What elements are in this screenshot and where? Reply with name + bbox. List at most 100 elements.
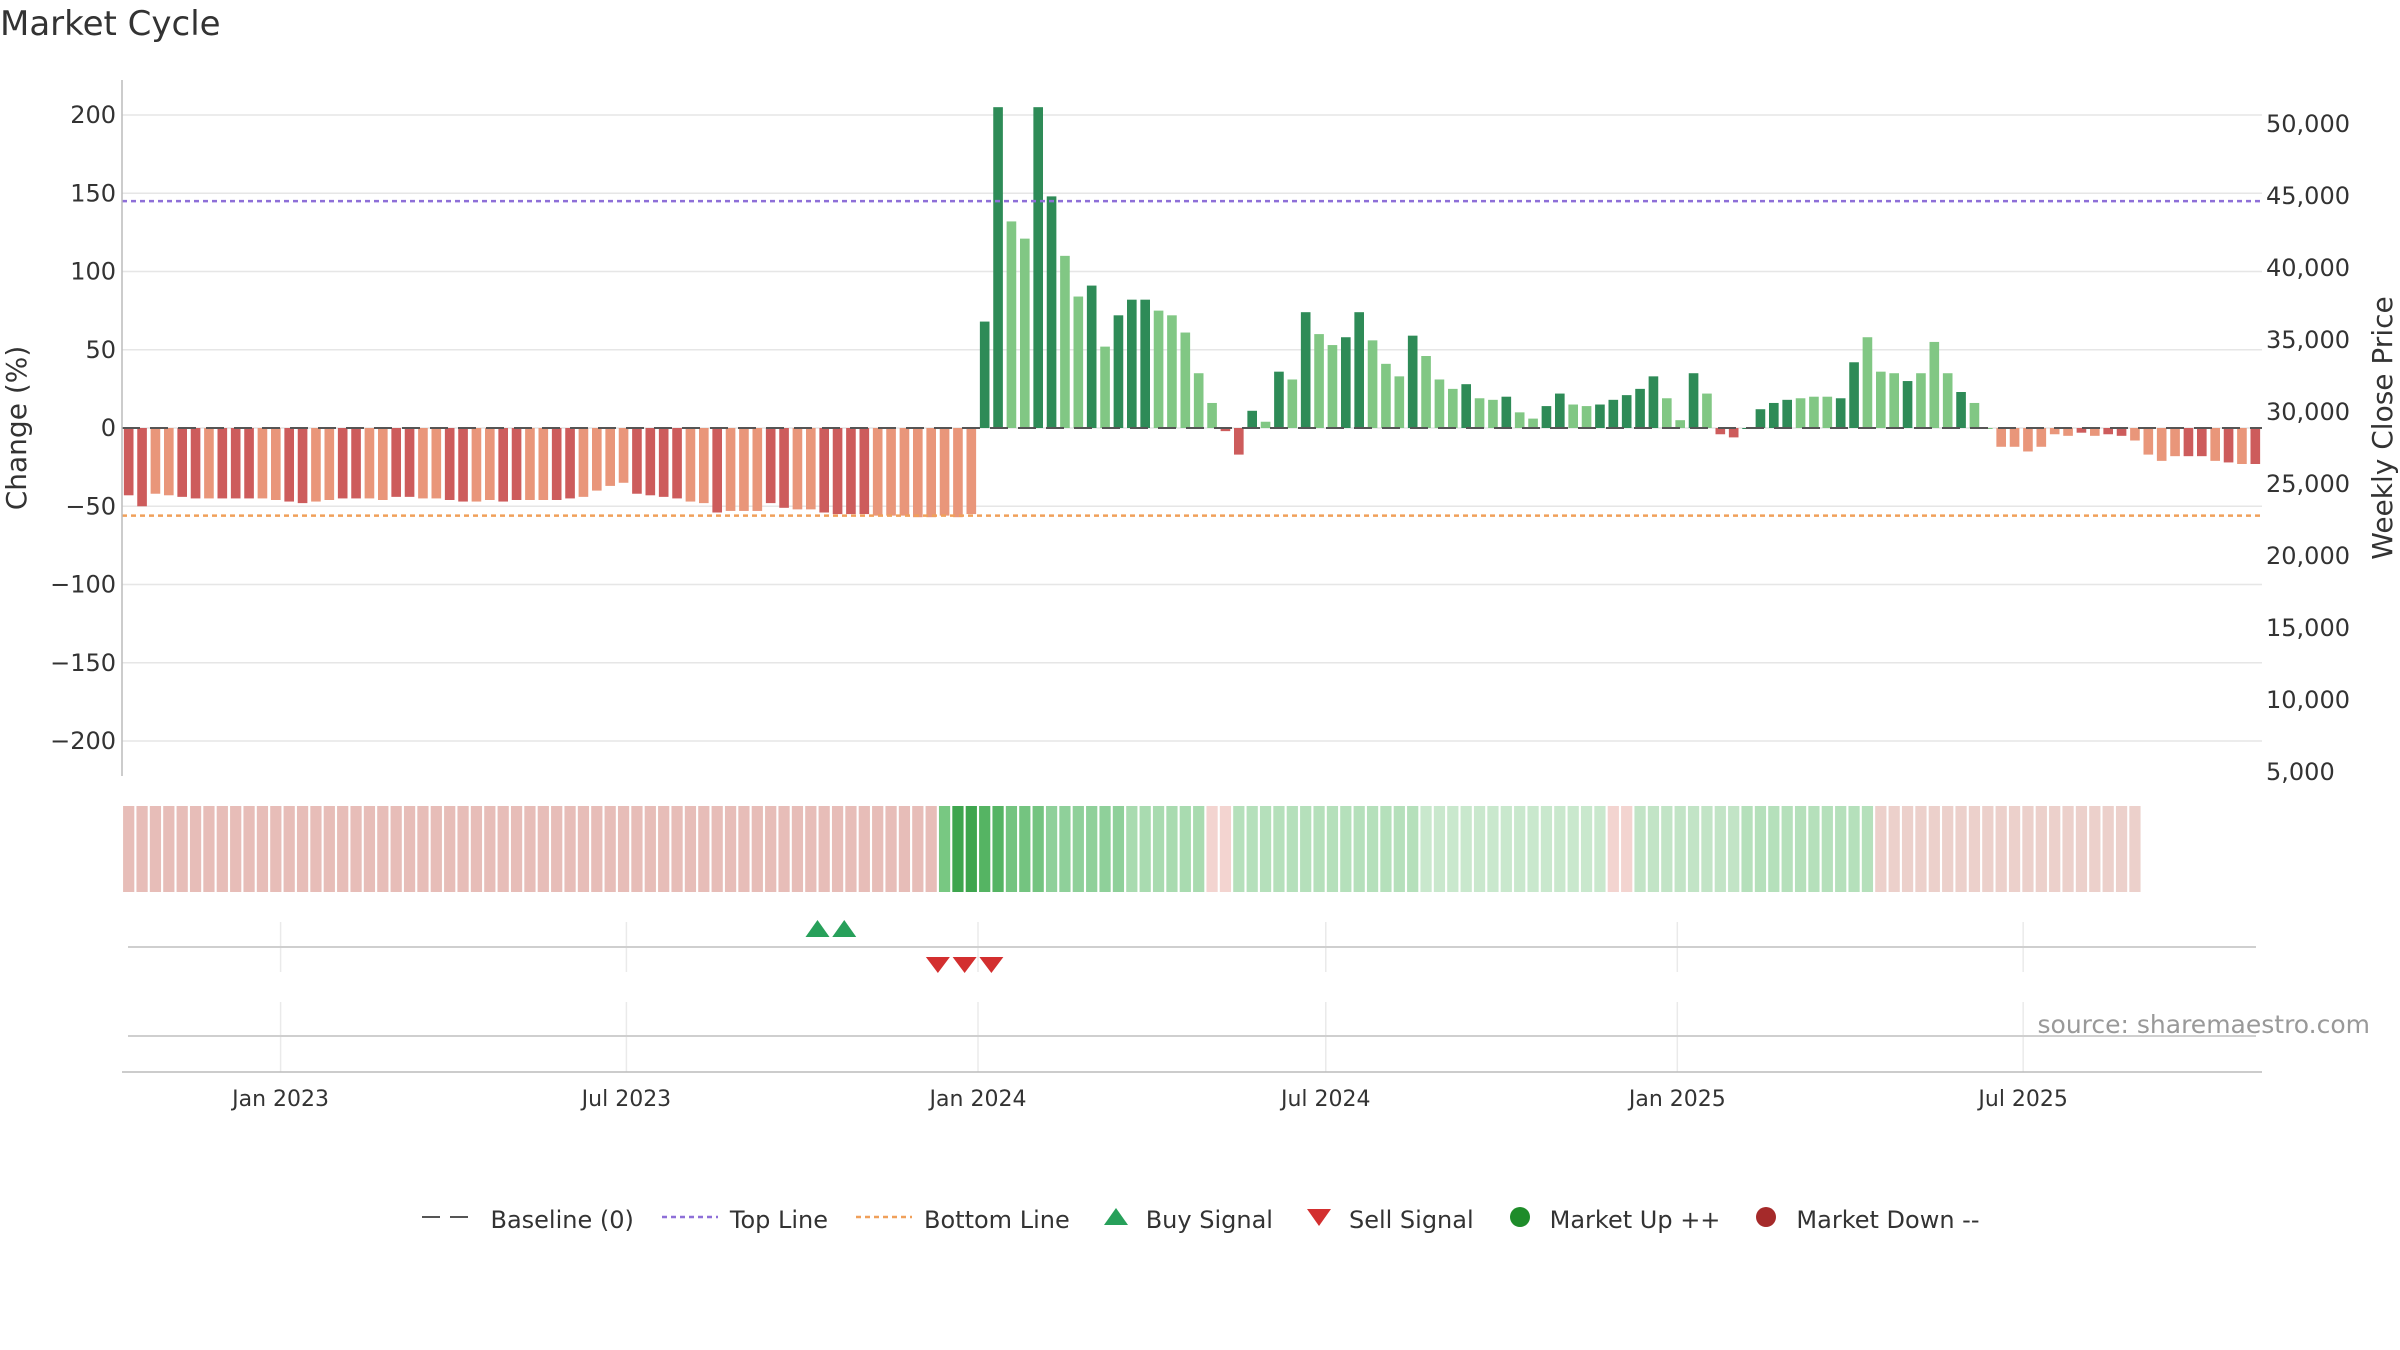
bar [498,428,509,502]
strip-cell [912,806,924,892]
sell-signal-marker [952,957,977,973]
strip-cell [1086,806,1098,892]
legend-label: Bottom Line [924,1206,1070,1234]
bar [805,428,816,510]
bar [2063,428,2073,436]
strip-cell [1514,806,1526,892]
bar [351,428,361,499]
strip-cell [1661,806,1673,892]
strip-cell [296,806,309,892]
bar [1193,373,1204,428]
triangle-down-red-icon [1299,1205,1339,1235]
bar [1207,402,1217,428]
strip-cell [1259,806,1272,892]
bar [364,428,375,499]
signal-markers [805,920,1004,973]
strip-cell [403,806,416,892]
strip-cell [1193,806,1205,892]
grid: 200 150 100 50 0 −50 −100 −150 −200 50,000 45,000 4… [50,101,2350,786]
strip-cell [484,806,496,892]
bar [1996,428,2007,447]
strip-cell [1500,806,1512,892]
strip-cell [1126,806,1138,892]
bar [1407,335,1418,428]
bar [1635,388,1645,428]
strip-cell [323,806,335,892]
strip-cell [1835,806,1847,892]
bar [311,428,321,502]
bar [685,428,696,502]
strip-cell [497,806,509,892]
bar [177,428,188,497]
strip-cell [765,806,777,892]
bar [2023,428,2033,452]
strip-cell [1045,806,1058,892]
strip-cell [738,806,750,892]
strip-cell [1794,806,1807,892]
strip-cell [845,806,857,892]
bar [1541,406,1552,428]
bar [1287,379,1298,428]
strip-cell [1273,806,1285,892]
bar [1153,310,1164,428]
strip-cell [1300,806,1312,892]
bar [1862,337,1873,428]
bar [1126,299,1137,428]
strip-cell [1848,806,1860,892]
x-tick-label: Jan 2024 [928,1087,1027,1112]
bar [2076,428,2087,433]
bar [2210,428,2221,461]
strip-cell [176,806,188,892]
strip-cell [1808,806,1820,892]
bar [1434,379,1445,428]
bar [1889,373,1900,428]
strip-cell [791,806,804,892]
bar [1675,420,1686,428]
strip-cell [2129,806,2141,892]
strip-cell [1754,806,1767,892]
bar [337,428,348,499]
strip-cell [216,806,228,892]
strip-cell [136,806,148,892]
strip-cell [1674,806,1686,892]
bar [1661,398,1672,428]
y-tick-label: 100 [70,258,116,286]
strip-cell [684,806,697,892]
strip-cell [1968,806,1981,892]
bar [1474,398,1485,428]
bar [739,428,749,511]
bar [1233,428,1244,455]
bar [712,428,723,513]
strip-cell [1540,806,1553,892]
strip-cell [1942,806,1954,892]
strip-cell [390,806,402,892]
bar [244,428,254,499]
signal-strip [123,806,2141,892]
strip-cell [778,806,790,892]
y2-tick-label: 40,000 [2266,254,2350,282]
strip-cell [1621,806,1633,892]
bar [1969,402,1980,428]
y-tick-label: −50 [65,492,116,520]
strip-cell [1219,806,1232,892]
strip-cell [551,806,563,892]
x-axis: Jan 2023 Jul 2023 Jan 2024 Jul 2024 Jan 2025… [122,922,2262,1112]
bar [872,428,883,516]
strip-cell [1447,806,1459,892]
bar [1113,315,1124,428]
strip-cell [898,806,911,892]
strip-cell [1915,806,1927,892]
strip-cell [1527,806,1539,892]
bar [1916,373,1926,428]
reference-lines [122,199,2262,517]
strip-cell [617,806,630,892]
legend-item: Market Down -- [1746,1205,1980,1235]
strip-cell [1567,806,1579,892]
strip-cell [2022,806,2034,892]
bar [1782,399,1793,428]
strip-cell [1741,806,1753,892]
strip-cell [363,806,376,892]
strip-cell [1728,806,1740,892]
bar [1381,363,1391,428]
strip-cell [1607,806,1619,892]
